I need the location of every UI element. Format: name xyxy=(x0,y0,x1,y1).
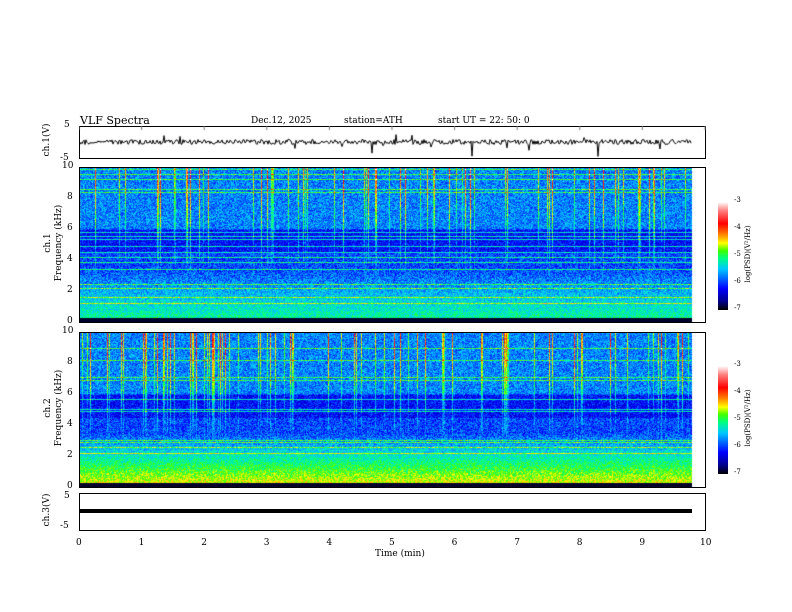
ch2-spectrogram-frame xyxy=(79,332,706,488)
ch1-axis-label: ch.1(V) xyxy=(42,123,52,157)
time-tick-label: 6 xyxy=(451,538,458,548)
ch1-spectrogram xyxy=(79,167,706,322)
time-tick-label: 1 xyxy=(138,538,145,548)
ch2-spectrogram xyxy=(79,332,706,487)
freq-tick-label: 10 xyxy=(62,161,74,171)
time-tick-label: 7 xyxy=(514,538,520,548)
time-tick-label: 3 xyxy=(263,538,270,548)
spec2-freq-label: Frequency (kHz) xyxy=(54,369,64,447)
figure-title: VLF Spectra xyxy=(80,114,150,127)
colorbar-tick-label: -6 xyxy=(734,441,741,449)
colorbar-tick-label: -6 xyxy=(734,277,741,285)
colorbar-tick-label: -7 xyxy=(734,304,741,312)
time-tick-label: 10 xyxy=(700,538,712,548)
spec1-channel-label: ch.1 xyxy=(43,233,53,253)
time-axis-label: Time (min) xyxy=(375,549,425,559)
ch1-ymin: -5 xyxy=(60,153,69,163)
ch1-ymax: 5 xyxy=(64,120,70,130)
freq-tick-label: 4 xyxy=(67,419,73,429)
time-tick-label: 9 xyxy=(639,538,646,548)
freq-tick-label: 4 xyxy=(67,254,73,264)
station-label: station=ATH xyxy=(344,116,403,126)
freq-tick-label: 6 xyxy=(67,223,73,233)
ch3-ymin: -5 xyxy=(60,521,69,531)
colorbar-tick-label: -3 xyxy=(734,360,741,368)
freq-tick-label: 0 xyxy=(67,316,73,326)
ch3-waveform xyxy=(79,509,692,513)
colorbar-1 xyxy=(718,202,728,310)
colorbar-1-label: log(PSD)(V²/Hz) xyxy=(744,225,752,283)
colorbar-2 xyxy=(718,366,728,474)
freq-tick-label: 2 xyxy=(67,450,73,460)
freq-tick-label: 0 xyxy=(67,481,73,491)
freq-tick-label: 8 xyxy=(67,357,73,367)
ch3-ymax: 5 xyxy=(64,491,70,501)
time-tick-label: 8 xyxy=(576,538,583,548)
date-label: Dec.12, 2025 xyxy=(251,116,312,126)
start-time-label: start UT = 22: 50: 0 xyxy=(438,116,530,126)
freq-tick-label: 8 xyxy=(67,192,73,202)
freq-tick-label: 6 xyxy=(67,388,73,398)
spec2-channel-label: ch.2 xyxy=(43,398,53,418)
colorbar-2-label: log(PSD)(V²/Hz) xyxy=(744,389,752,447)
ch1-waveform xyxy=(79,126,706,159)
colorbar-tick-label: -3 xyxy=(734,196,741,204)
colorbar-tick-label: -4 xyxy=(734,223,741,231)
ch3-axis-label: ch.3(V) xyxy=(42,493,52,527)
time-tick-label: 2 xyxy=(201,538,207,548)
colorbar-tick-label: -5 xyxy=(734,250,741,258)
ch1-spectrogram-frame xyxy=(79,167,706,323)
freq-tick-label: 2 xyxy=(67,285,73,295)
spec1-freq-label: Frequency (kHz) xyxy=(54,204,64,282)
colorbar-tick-label: -7 xyxy=(734,468,741,476)
time-tick-label: 0 xyxy=(76,538,82,548)
time-tick-label: 5 xyxy=(389,538,395,548)
colorbar-tick-label: -4 xyxy=(734,387,741,395)
colorbar-tick-label: -5 xyxy=(734,414,741,422)
freq-tick-label: 10 xyxy=(62,326,74,336)
time-tick-label: 4 xyxy=(326,538,333,548)
